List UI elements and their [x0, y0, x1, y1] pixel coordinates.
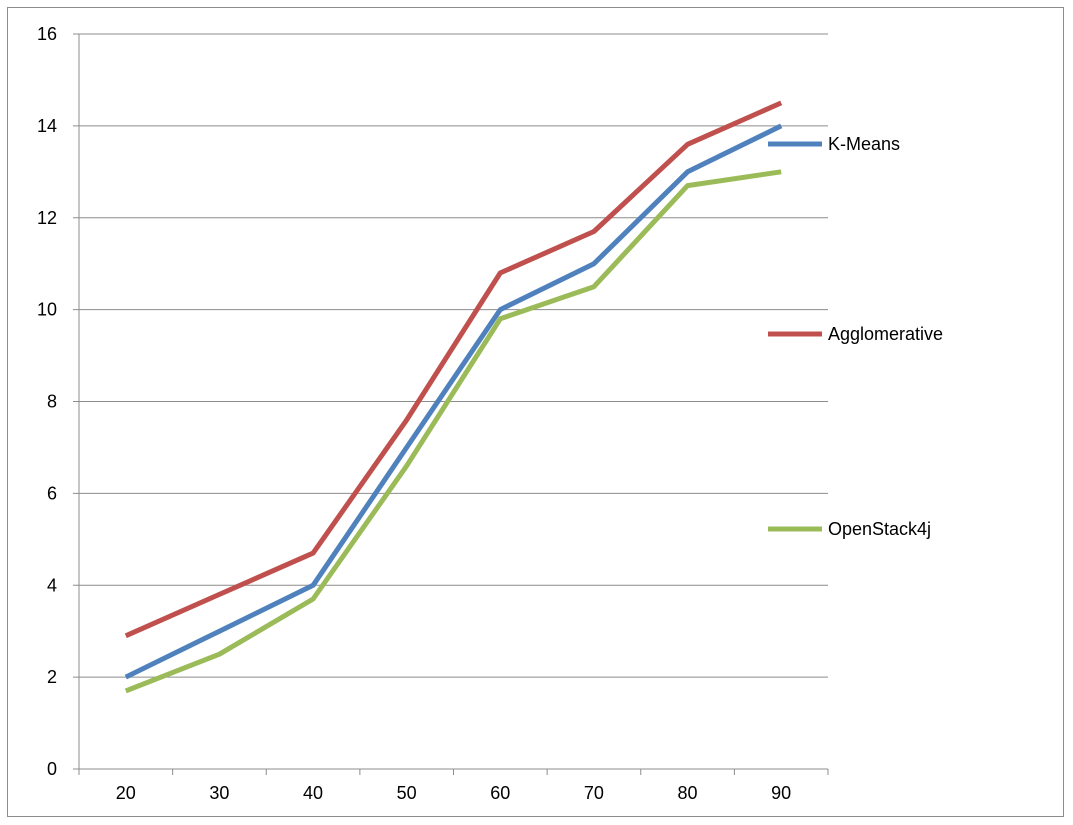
y-tick-label: 0	[47, 759, 57, 779]
x-axis-ticks: 20 30 40 50 60 70 80 90	[78, 769, 829, 803]
y-tick-label: 10	[37, 300, 57, 320]
y-tick-label: 12	[37, 208, 57, 228]
legend-label-agglomerative: Agglomerative	[828, 324, 943, 344]
x-tick-label: 80	[678, 783, 698, 803]
x-tick-label: 40	[303, 783, 323, 803]
x-tick-label: 70	[584, 783, 604, 803]
y-axis-ticks: 0 2 4 6 8 10 12 14 16	[37, 24, 79, 779]
y-tick-label: 14	[37, 116, 57, 136]
legend-label-k-means: K-Means	[828, 134, 900, 154]
y-tick-label: 8	[47, 392, 57, 412]
y-tick-label: 6	[47, 483, 57, 503]
series-lines	[124, 100, 783, 694]
chart-frame	[7, 7, 1064, 817]
gridlines	[79, 33, 828, 678]
x-tick-label: 50	[397, 783, 417, 803]
series-line-agglomerative	[124, 100, 783, 639]
x-tick-label: 30	[209, 783, 229, 803]
x-tick-label: 60	[490, 783, 510, 803]
y-tick-label: 16	[37, 24, 57, 44]
series-line-openstack4j	[124, 169, 782, 694]
x-tick-label: 20	[116, 783, 136, 803]
legend: K-Means Agglomerative OpenStack4j	[768, 134, 943, 539]
y-tick-label: 4	[47, 575, 57, 595]
y-tick-label: 2	[47, 667, 57, 687]
series-line-k-means	[124, 123, 783, 680]
legend-label-openstack4j: OpenStack4j	[828, 519, 931, 539]
x-tick-label: 90	[771, 783, 791, 803]
